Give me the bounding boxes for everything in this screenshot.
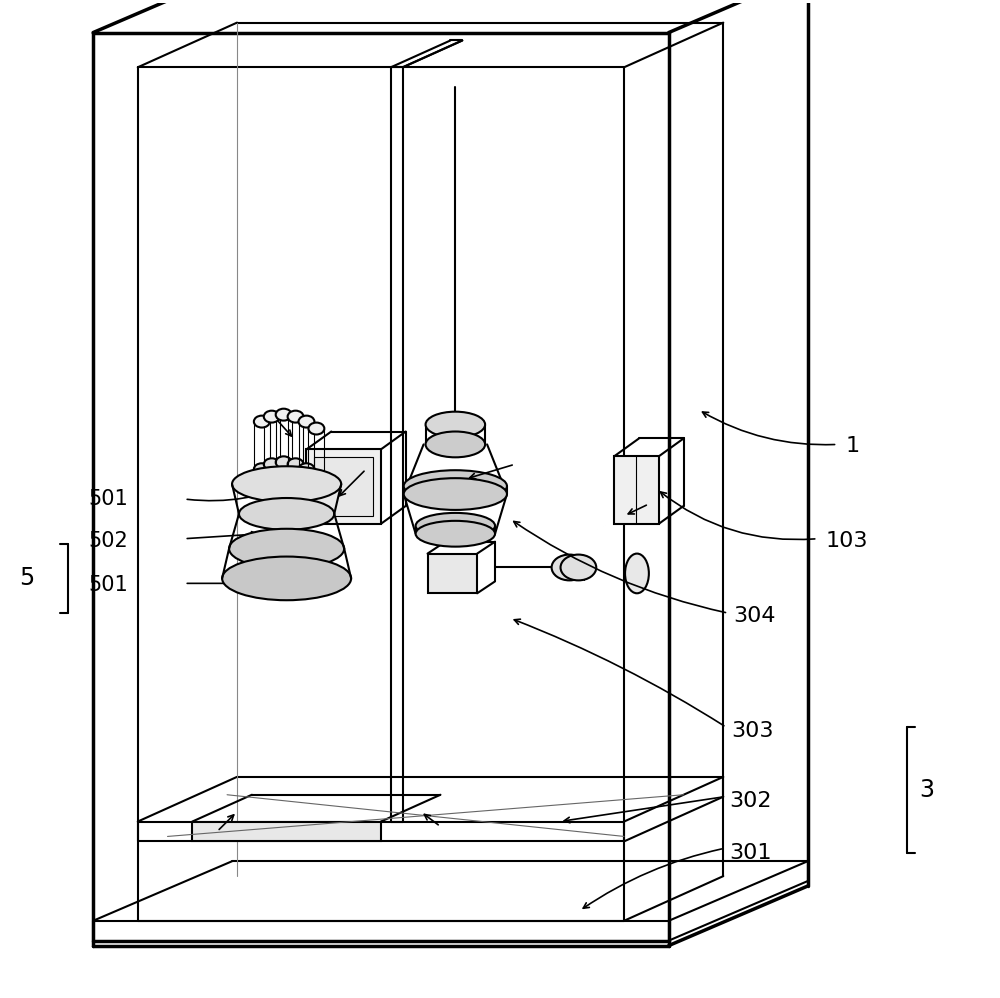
Ellipse shape <box>276 409 292 420</box>
Text: 302: 302 <box>729 790 772 810</box>
Bar <box>614 456 659 524</box>
Text: 304: 304 <box>733 606 776 626</box>
Ellipse shape <box>625 554 649 593</box>
Bar <box>314 457 373 516</box>
Ellipse shape <box>416 521 495 547</box>
Ellipse shape <box>239 498 334 530</box>
Ellipse shape <box>276 456 292 468</box>
Ellipse shape <box>264 458 280 470</box>
Ellipse shape <box>288 410 303 422</box>
Bar <box>192 821 381 841</box>
Ellipse shape <box>232 466 341 502</box>
Text: 501: 501 <box>88 575 128 596</box>
Ellipse shape <box>426 411 485 437</box>
Ellipse shape <box>561 555 596 581</box>
Text: 3: 3 <box>919 778 934 802</box>
Text: 301: 301 <box>729 843 772 863</box>
Ellipse shape <box>288 458 303 470</box>
Ellipse shape <box>552 555 587 581</box>
Ellipse shape <box>264 410 280 422</box>
Text: 502: 502 <box>88 531 128 551</box>
Text: 103: 103 <box>826 531 868 551</box>
Ellipse shape <box>416 513 495 539</box>
Text: 5: 5 <box>19 567 34 591</box>
Ellipse shape <box>222 557 351 600</box>
Ellipse shape <box>229 529 344 569</box>
Bar <box>428 554 477 593</box>
Bar <box>306 449 381 524</box>
Text: 303: 303 <box>731 722 774 742</box>
Ellipse shape <box>254 415 270 427</box>
Ellipse shape <box>426 431 485 457</box>
Ellipse shape <box>299 463 314 475</box>
Text: 501: 501 <box>88 489 128 509</box>
Ellipse shape <box>299 415 314 427</box>
Ellipse shape <box>254 463 270 475</box>
Ellipse shape <box>404 470 507 502</box>
Ellipse shape <box>404 478 507 510</box>
Text: 1: 1 <box>845 436 859 456</box>
Ellipse shape <box>308 470 324 482</box>
Ellipse shape <box>308 422 324 434</box>
